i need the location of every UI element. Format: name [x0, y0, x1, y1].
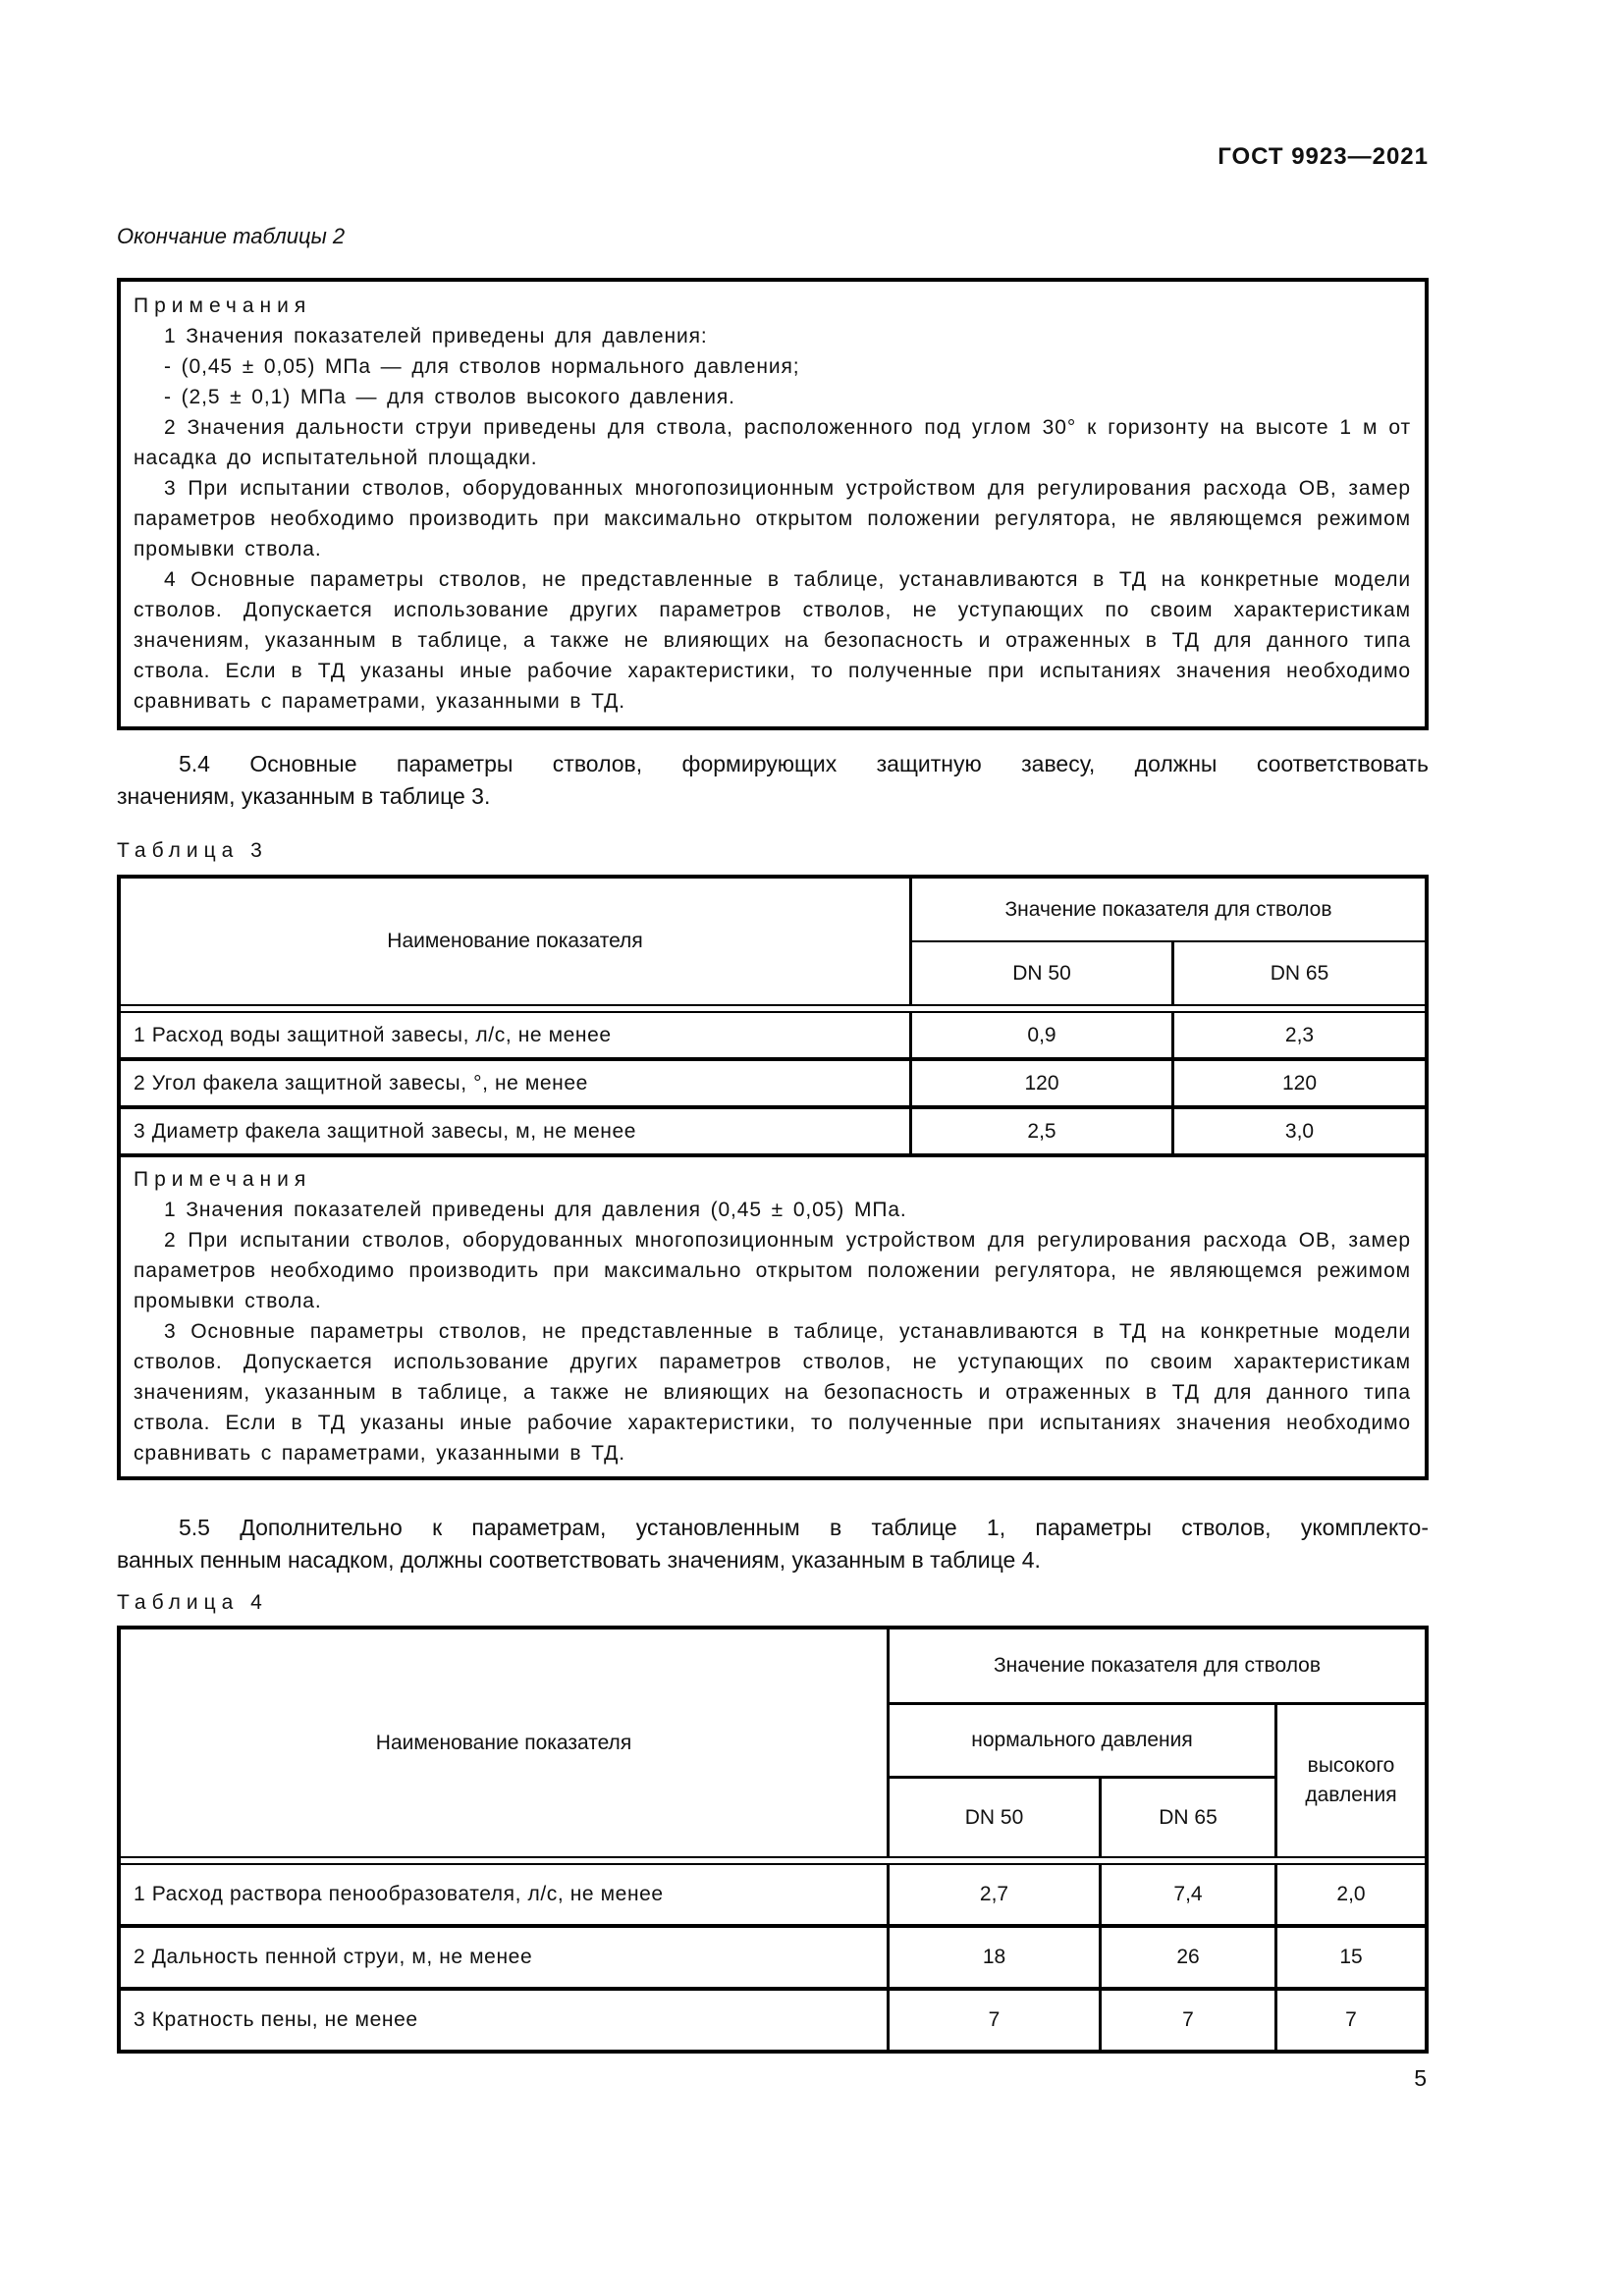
table3-value-header-group: Значение показателя для стволов DN 50 DN…: [912, 879, 1425, 1004]
note-item: - (2,5 ± 0,1) МПа — для стволов высокого…: [164, 386, 735, 408]
table-row: 3 Кратность пены, не менее 7 7 7: [121, 1987, 1425, 2050]
paragraph-5-5: 5.5 Дополнительно к параметрам, установл…: [117, 1512, 1429, 1576]
row-value-dn65: 7,4: [1102, 1865, 1277, 1924]
table-row: 1 Расход воды защитной завесы, л/с, не м…: [121, 1013, 1425, 1057]
paragraph-line: 5.4 Основные параметры стволов, формирую…: [179, 751, 1429, 776]
header-double-rule: [121, 1856, 1425, 1865]
row-value-dn65: 3,0: [1284, 1119, 1315, 1143]
table4-col-normal: нормального давления: [890, 1705, 1274, 1779]
table4-col-dn65: DN 65: [1159, 1805, 1218, 1829]
table3-label: Таблица 3: [117, 839, 268, 862]
table4-value-header-group: Значение показателя для стволов нормальн…: [890, 1629, 1425, 1856]
standard-code: ГОСТ 9923—2021: [1218, 143, 1429, 170]
note-item: 4 Основные параметры стволов, не предста…: [134, 568, 1411, 713]
table3-name-header: Наименование показателя: [121, 879, 912, 1004]
note-item: 1 Значения показателей приведены для дав…: [164, 325, 708, 347]
table3-notes: Примечания 1 Значения показателей привед…: [121, 1153, 1425, 1476]
table4-col-dn50: DN 50: [890, 1779, 1102, 1856]
table-row: 2 Угол факела защитной завесы, °, не мен…: [121, 1057, 1425, 1105]
table4-value-header: Значение показателя для стволов: [890, 1629, 1425, 1705]
table4-header: Наименование показателя Значение показат…: [121, 1629, 1425, 1856]
paragraph-line: 5.5 Дополнительно к параметрам, установл…: [179, 1515, 1429, 1540]
table3-header: Наименование показателя Значение показат…: [121, 879, 1425, 1004]
table-row: 2 Дальность пенной струи, м, не менее 18…: [121, 1924, 1425, 1987]
row-value-dn65: 2,3: [1284, 1023, 1315, 1046]
note-item: 2 При испытании стволов, оборудованных м…: [134, 1229, 1411, 1312]
table3-col-dn50: DN 50: [912, 942, 1174, 1004]
table4-col-high: высокого давления: [1305, 1754, 1397, 1806]
table-row: 1 Расход раствора пенообразователя, л/с,…: [121, 1865, 1425, 1924]
paragraph-line: ванных пенным насадком, должны соответст…: [117, 1547, 1041, 1573]
row-value-high: 2,0: [1336, 1883, 1366, 1905]
note-item: 2 Значения дальности струи приведены для…: [134, 416, 1411, 469]
table3-value-header: Значение показателя для стволов: [912, 879, 1425, 942]
row-value-dn50: 2,5: [912, 1109, 1174, 1153]
table3-col-dn65: DN 65: [1270, 961, 1329, 985]
row-name: 3 Кратность пены, не менее: [121, 1991, 890, 2050]
row-value-dn65: 120: [1281, 1071, 1318, 1095]
row-name: 2 Угол факела защитной завесы, °, не мен…: [121, 1061, 912, 1105]
paragraph-5-4: 5.4 Основные параметры стволов, формирую…: [117, 748, 1429, 813]
row-value-dn50: 18: [890, 1928, 1102, 1987]
row-name: 3 Диаметр факела защитной завесы, м, не …: [121, 1109, 912, 1153]
row-name: 2 Дальность пенной струи, м, не менее: [121, 1928, 890, 1987]
row-value-dn65: 26: [1102, 1928, 1277, 1987]
row-value-dn50: 7: [890, 1991, 1102, 2050]
row-value-high: 15: [1339, 1946, 1363, 1968]
table2-notes-box: Примечания 1 Значения показателей привед…: [117, 278, 1429, 730]
note-item: 1 Значения показателей приведены для дав…: [164, 1199, 907, 1221]
row-value-dn50: 120: [912, 1061, 1174, 1105]
row-value-dn50: 2,7: [890, 1865, 1102, 1924]
row-value-dn50: 0,9: [912, 1013, 1174, 1057]
row-name: 1 Расход раствора пенообразователя, л/с,…: [121, 1865, 890, 1924]
table4: Наименование показателя Значение показат…: [117, 1626, 1429, 2054]
table4-label: Таблица 4: [117, 1591, 268, 1614]
table2-continuation-label: Окончание таблицы 2: [117, 224, 346, 248]
table4-name-header: Наименование показателя: [121, 1629, 890, 1856]
table-row: 3 Диаметр факела защитной завесы, м, не …: [121, 1105, 1425, 1153]
page-number: 5: [1414, 2065, 1427, 2091]
notes-heading: Примечания: [134, 1168, 312, 1191]
table3: Наименование показателя Значение показат…: [117, 875, 1429, 1480]
row-value-dn65: 7: [1102, 1991, 1277, 2050]
note-item: 3 При испытании стволов, оборудованных м…: [134, 477, 1411, 561]
paragraph-line: значениям, указанным в таблице 3.: [117, 783, 491, 809]
row-value-high: 7: [1345, 2008, 1357, 2031]
header-double-rule: [121, 1004, 1425, 1013]
note-item: - (0,45 ± 0,05) МПа — для стволов нормал…: [164, 355, 800, 378]
note-item: 3 Основные параметры стволов, не предста…: [134, 1320, 1411, 1465]
table4-normal-pressure-group: нормального давления DN 50 DN 65: [890, 1705, 1277, 1856]
row-name: 1 Расход воды защитной завесы, л/с, не м…: [121, 1013, 912, 1057]
notes-heading: Примечания: [134, 294, 312, 317]
